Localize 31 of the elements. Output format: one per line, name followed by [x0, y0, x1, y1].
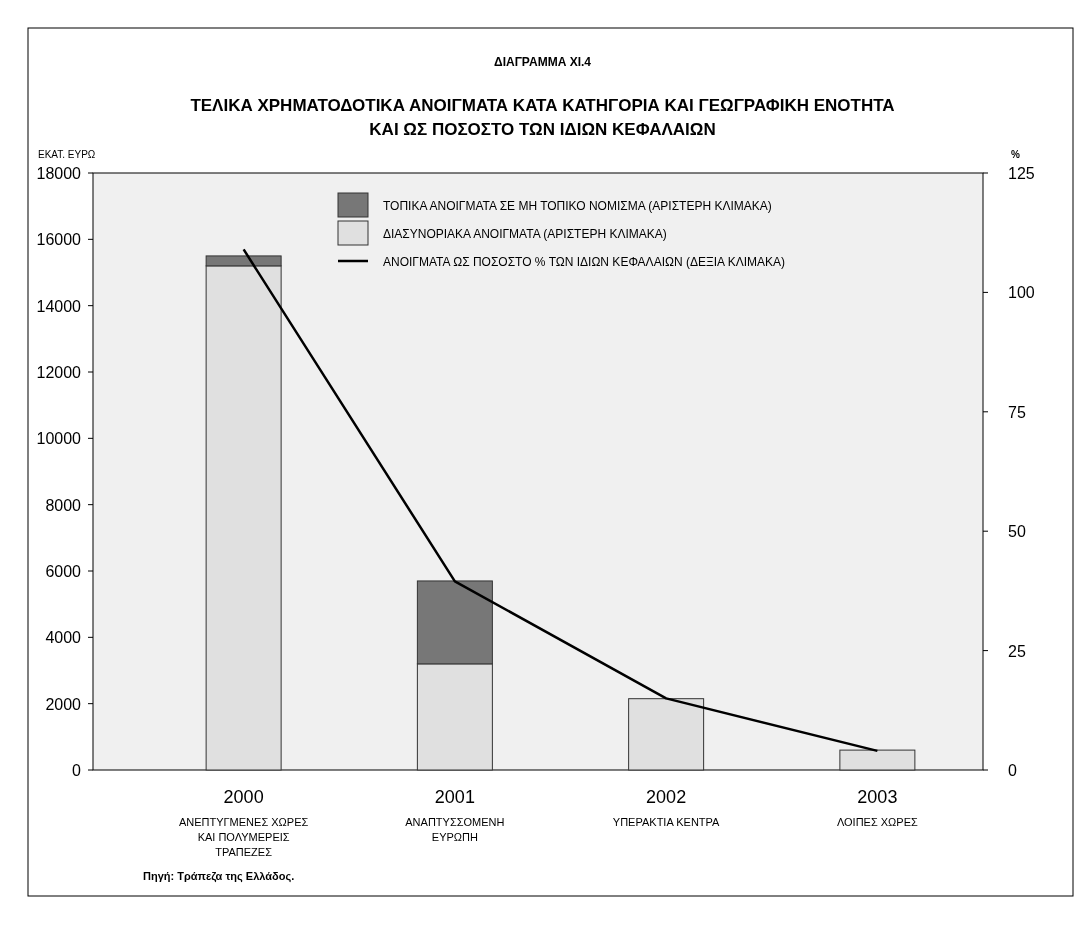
y-tick-label: 14000	[36, 297, 82, 315]
y2-tick-label: 100	[1008, 284, 1035, 302]
line-series	[242, 248, 879, 753]
y-tick-label: 10000	[36, 430, 82, 448]
x-tick-label: 2003 ΛΟΙΠΕΣ ΧΩΡΕΣ	[836, 787, 919, 828]
legend-label: ΔΙΑΣΥΝΟΡΙΑΚΑ ΑΝΟΙΓΜΑΤΑ (ΑΡΙΣΤΕΡΗ ΚΛΙΜΑΚΑ)	[383, 227, 667, 241]
y2-tick-label: 75	[1008, 403, 1026, 421]
bar	[628, 698, 705, 771]
x-tick-label: 2000 ΑΝΕΠΤΥΓΜΕΝΕΣ ΧΩΡΕΣ ΚΑΙ ΠΟΛΥΜΕΡΕΙΣ ΤΡΑΠΕΖΕΣ	[178, 787, 309, 858]
bar	[839, 749, 916, 771]
y-tick-label: 12000	[36, 364, 82, 381]
y-tick-label: 0	[72, 762, 82, 779]
y2-tick-label: 50	[1008, 523, 1026, 541]
y2-tick-label: 125	[1008, 165, 1035, 182]
legend-label: ΑΝΟΙΓΜΑΤΑ ΩΣ ΠΟΣΟΣΤΟ % ΤΩΝ ΙΔΙΩΝ ΚΕΦΑΛΑΙΩΝ (ΔΕΞΙΑ ΚΛΙΜΑΚΑ)	[383, 255, 786, 269]
text: Πηγή: Τράπεζα της Ελλάδος.	[143, 870, 295, 883]
y-tick-label: 18000	[36, 165, 82, 182]
x-tick-label: 2001 ΑΝΑΠΤΥΣΣΟΜΕΝΗ ΕΥΡΩΠΗ	[405, 787, 505, 843]
y-axis-title: ΕΚΑΤ. ΕΥΡΩ	[38, 149, 96, 160]
x-tick-label: 2002 ΥΠΕΡΑΚΤΙΑ ΚΕΝΤΡΑ	[612, 787, 721, 828]
legend-label: ΤΟΠΙΚΑ ΑΝΟΙΓΜΑΤΑ ΣΕ ΜΗ ΤΟΠΙΚΟ ΝΟΜΙΣΜΑ (ΑΡΙΣΤΕΡΗ ΚΛΙΜΑΚΑ)	[383, 199, 772, 213]
y-tick-label: 6000	[45, 563, 82, 580]
y2-axis-title: %	[1011, 149, 1020, 160]
y2-tick-label: 25	[1008, 642, 1026, 660]
y-tick-label: 4000	[45, 629, 82, 647]
chart-subtitle: ΔΙΑΓΡΑΜΜΑ XI.4	[494, 55, 592, 69]
y2-tick-label: 0	[1008, 762, 1017, 779]
chart-title: ΤΕΛΙΚΑ ΧΡΗΜΑΤΟΔΟΤΙΚΑ ΑΝΟΙΓΜΑΤΑ ΚΑΤΑ ΚΑΤΗΓΟΡΙΑ ΚΑΙ ΓΕΩΓΡΑΦΙΚΗ ΕΝΟΤΗΤΑ ΚΑΙ ΩΣ ΠΟΣΟΣΤΟ ΤΩΝ ΙΔΙΩΝ ΚΕΦΑΛΑΙΩΝ	[190, 96, 895, 139]
y-tick-label: 2000	[45, 695, 82, 713]
y-tick-label: 16000	[36, 231, 82, 249]
y-tick-label: 8000	[45, 496, 82, 514]
